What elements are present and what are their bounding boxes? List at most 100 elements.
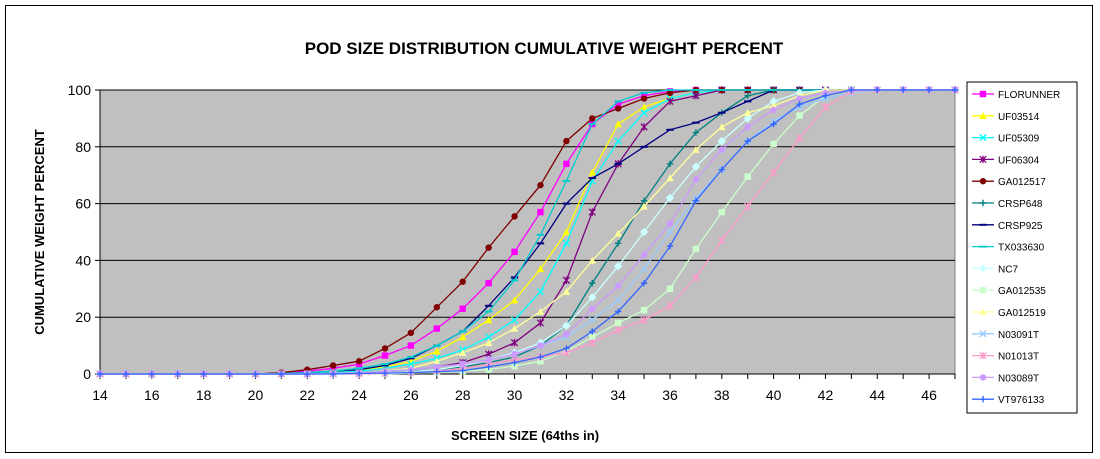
legend-swatch-marker xyxy=(979,155,987,164)
legend-item: UF03514 xyxy=(972,112,1040,123)
data-point xyxy=(355,358,363,365)
data-point xyxy=(433,304,441,311)
legend-swatch-marker xyxy=(979,133,987,142)
data-point xyxy=(563,345,570,352)
x-tick-label: 20 xyxy=(248,387,264,403)
data-point xyxy=(666,243,674,250)
data-point xyxy=(639,227,649,237)
data-point xyxy=(536,287,545,296)
data-point xyxy=(744,123,751,131)
x-tick-label: 40 xyxy=(766,387,782,403)
data-point xyxy=(614,319,622,327)
data-point xyxy=(459,305,466,312)
legend-label: FLORUNNER xyxy=(998,90,1060,101)
data-point xyxy=(769,101,778,109)
data-point xyxy=(485,244,492,251)
data-point xyxy=(692,245,700,253)
data-point xyxy=(537,342,544,349)
data-point xyxy=(614,296,622,304)
legend-item: N03091T xyxy=(972,330,1039,341)
data-point xyxy=(666,285,674,292)
data-point xyxy=(407,369,415,376)
data-point xyxy=(666,174,674,182)
data-point xyxy=(562,276,571,284)
data-point xyxy=(770,140,777,148)
y-tick-label: 80 xyxy=(75,139,91,155)
data-point xyxy=(614,101,622,108)
legend-item: UF06304 xyxy=(972,155,1040,166)
data-point xyxy=(744,109,752,116)
legend-item: TX033630 xyxy=(972,243,1045,254)
legend-item: VT976133 xyxy=(972,395,1045,406)
data-point xyxy=(588,256,596,264)
data-point xyxy=(692,145,700,153)
legend-label: UF06304 xyxy=(998,155,1040,166)
y-axis-ticks: 0 20 40 60 80 100 xyxy=(68,82,100,382)
legend-swatch-marker xyxy=(978,264,988,273)
legend-item: GA012517 xyxy=(972,177,1046,188)
data-point xyxy=(614,240,622,247)
data-point xyxy=(148,370,156,378)
data-point xyxy=(744,92,751,99)
data-point xyxy=(484,339,493,346)
y-axis-title: CUMULATIVE WEIGHT PERCENT xyxy=(32,129,47,335)
data-point xyxy=(588,293,597,302)
data-point xyxy=(640,316,648,324)
data-point xyxy=(459,367,466,374)
data-point xyxy=(122,370,130,378)
x-tick-label: 46 xyxy=(921,387,937,403)
legend-label: N01013T xyxy=(998,352,1039,363)
y-tick-label: 40 xyxy=(75,252,91,268)
data-point xyxy=(614,308,622,315)
data-point xyxy=(718,236,726,245)
data-point xyxy=(174,370,181,378)
data-point xyxy=(511,213,518,220)
legend-swatch-marker xyxy=(979,374,987,381)
data-point xyxy=(459,333,467,341)
series-layer xyxy=(95,85,960,379)
data-point xyxy=(511,350,518,358)
data-point xyxy=(821,103,830,111)
data-point xyxy=(562,321,571,330)
data-point xyxy=(485,279,492,287)
data-point xyxy=(640,123,648,131)
data-point xyxy=(537,181,544,189)
x-tick-label: 34 xyxy=(610,387,626,403)
data-point xyxy=(433,325,441,332)
data-point xyxy=(874,86,881,94)
data-point xyxy=(485,363,492,371)
legend-swatch-marker xyxy=(979,351,987,360)
legend-label: GA012519 xyxy=(998,308,1046,319)
data-point xyxy=(899,86,907,94)
data-point xyxy=(252,370,259,378)
data-point xyxy=(666,160,674,168)
legend-swatch-marker xyxy=(979,330,987,338)
y-tick-label: 60 xyxy=(75,196,91,212)
data-point xyxy=(640,109,648,117)
data-point xyxy=(381,369,389,377)
data-point xyxy=(665,193,675,203)
data-point xyxy=(666,302,674,310)
data-point xyxy=(459,278,466,285)
x-tick-label: 30 xyxy=(507,387,523,403)
data-point xyxy=(640,251,648,258)
x-axis-title: SCREEN SIZE (64ths in) xyxy=(451,428,599,443)
data-point xyxy=(640,103,648,111)
legend-swatch-marker xyxy=(979,90,987,98)
data-point xyxy=(925,86,933,94)
legend-item: FLORUNNER xyxy=(972,90,1060,101)
data-point xyxy=(718,123,726,131)
data-point xyxy=(770,106,777,114)
x-axis-ticks: 14 16 18 20 22 24 26 28 30 32 34 36 38 40 42 44 46 xyxy=(92,374,956,403)
legend-swatch-marker xyxy=(979,308,987,316)
data-point xyxy=(510,339,519,347)
legend-label: N03089T xyxy=(998,373,1039,384)
data-point xyxy=(563,160,570,168)
legend-label: GA012535 xyxy=(998,286,1046,297)
data-point xyxy=(718,208,726,216)
data-point xyxy=(640,279,648,287)
data-point xyxy=(692,176,700,183)
legend-item: GA012535 xyxy=(972,286,1046,297)
data-point xyxy=(770,120,777,128)
